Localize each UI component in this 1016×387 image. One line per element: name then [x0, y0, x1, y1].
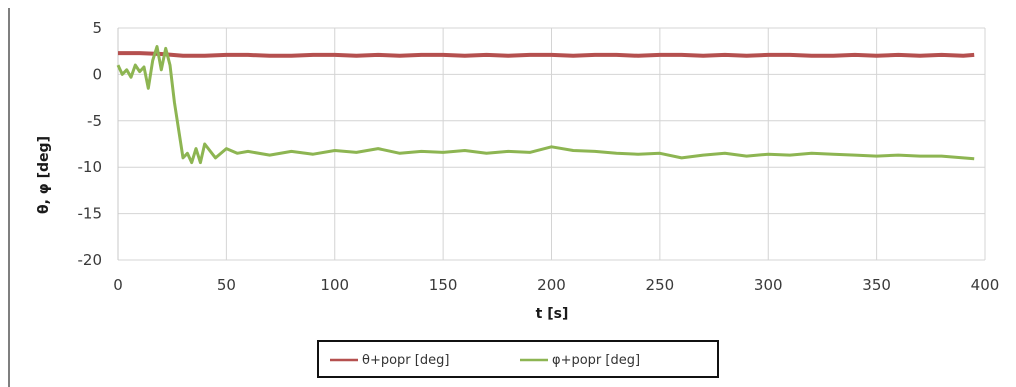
x-tick-label: 400: [971, 276, 1000, 294]
legend-label-theta: θ+popr [deg]: [362, 353, 449, 368]
y-tick-label: -5: [87, 112, 102, 130]
x-tick-label: 300: [754, 276, 783, 294]
legend-box: [317, 340, 719, 378]
y-tick-label: 0: [92, 65, 102, 83]
x-tick-label: 100: [320, 276, 349, 294]
x-tick-label: 150: [429, 276, 458, 294]
y-tick-label: -15: [78, 205, 103, 223]
y-tick-label: 5: [92, 19, 102, 37]
x-tick-label: 250: [646, 276, 675, 294]
x-tick-label: 200: [537, 276, 566, 294]
y-axis-title: θ, φ [deg]: [36, 136, 52, 214]
y-tick-label: -20: [78, 251, 103, 269]
grid: [117, 27, 986, 261]
x-tick-label: 0: [113, 276, 123, 294]
x-axis-title: t [s]: [536, 306, 569, 322]
series-line-theta: [118, 51, 975, 58]
legend: θ+popr [deg] φ+popr [deg]: [317, 340, 719, 378]
legend-label-phi: φ+popr [deg]: [552, 353, 640, 368]
y-tick-label: -10: [78, 158, 103, 176]
series: [116, 45, 975, 165]
x-tick-label: 50: [217, 276, 236, 294]
tick-labels: 50-5-10-15-200 50 100 150 200 250 300 350 400: [78, 19, 1000, 294]
series-line-phi: [116, 45, 975, 165]
x-tick-label: 350: [862, 276, 891, 294]
